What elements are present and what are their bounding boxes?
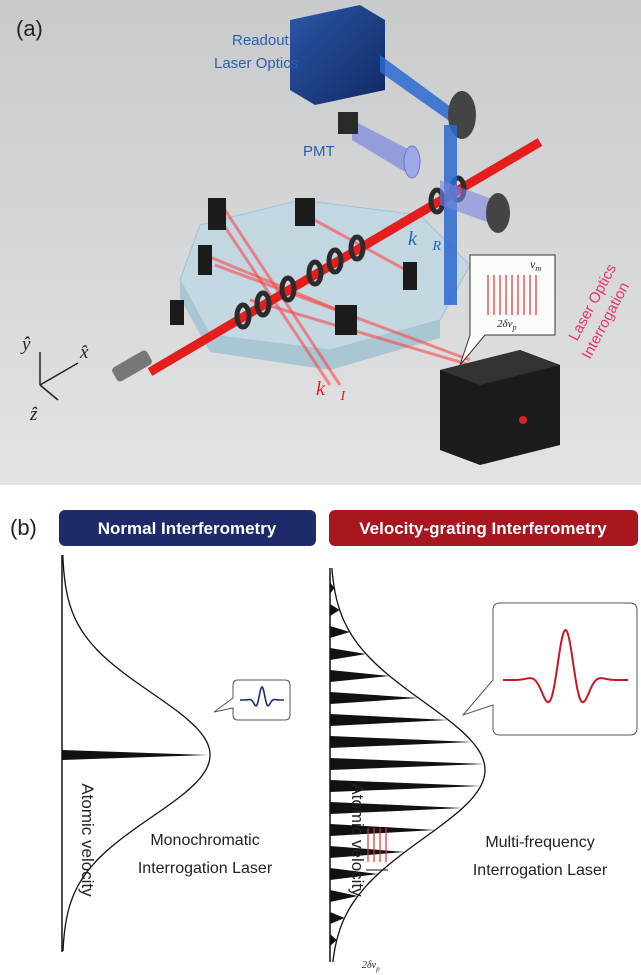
velocity-slice xyxy=(330,824,435,836)
caption: Interrogation Laser xyxy=(138,860,273,877)
subscript: m xyxy=(535,264,541,273)
symbol: 2δν xyxy=(497,318,513,330)
spacing-label: 2δνp xyxy=(362,960,380,973)
right-title: Velocity-grating Interferometry xyxy=(359,519,607,538)
pmt-label: PMT xyxy=(303,143,335,160)
velocity-slice xyxy=(330,736,472,748)
caption: Interrogation Laser xyxy=(473,862,608,879)
subscript: p xyxy=(375,965,380,973)
panel-label: (b) xyxy=(10,515,37,540)
caption: Multi-frequency xyxy=(485,834,594,851)
velocity-slice xyxy=(330,670,390,682)
caption: Monochromatic xyxy=(150,832,259,849)
symbol: 2δν xyxy=(362,960,377,971)
velocity-slice xyxy=(330,648,366,660)
distributions xyxy=(62,555,637,962)
callout xyxy=(463,603,637,735)
velocity-slice xyxy=(62,750,208,760)
left-title: Normal Interferometry xyxy=(98,519,277,538)
readout-vertical-beam xyxy=(444,125,457,305)
velocity-slice xyxy=(330,692,419,704)
readout-label: Readout xyxy=(232,32,290,49)
x-axis-label: x̂ xyxy=(79,342,89,363)
lens xyxy=(404,146,420,178)
page: (a) Readout Laser Optics PMT k⃗R k⃗I 2δν… xyxy=(0,0,641,975)
k-symbol: k⃗ xyxy=(408,228,432,250)
velocity-slice xyxy=(330,714,448,726)
velocity-slice xyxy=(330,758,484,770)
readout-label: Laser Optics xyxy=(214,55,298,72)
pmt-mirror xyxy=(486,193,510,233)
readout-cube xyxy=(290,5,385,105)
axis-label: Atomic velocity xyxy=(78,783,97,897)
axis-label: Atomic velocity xyxy=(348,783,367,897)
z-axis-label: ẑ xyxy=(29,404,38,425)
k-symbol: k⃗ xyxy=(316,378,340,400)
indicator xyxy=(519,416,527,424)
y-axis-label: ŷ xyxy=(20,334,31,355)
subscript: p xyxy=(512,323,517,332)
figure: (a) Readout Laser Optics PMT k⃗R k⃗I 2δν… xyxy=(0,0,641,975)
pmt-box xyxy=(338,112,358,134)
panel-label: (a) xyxy=(16,16,43,41)
k-subscript: R xyxy=(431,239,441,254)
